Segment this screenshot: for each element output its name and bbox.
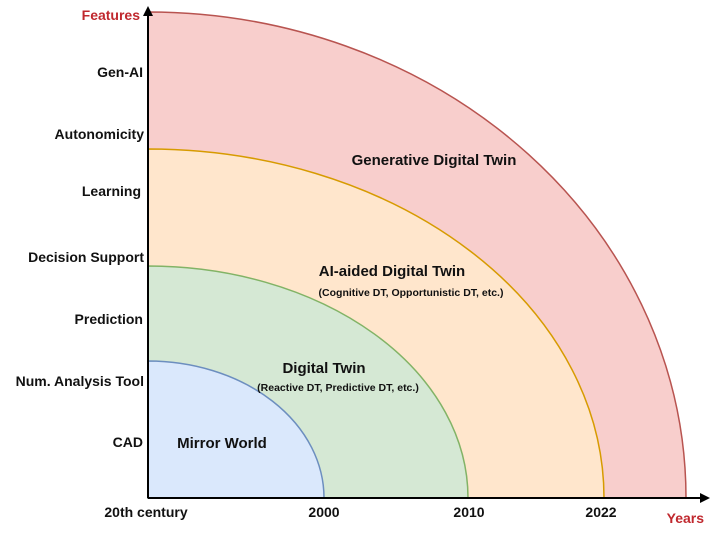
- x-tick-20th-century: 20th century: [104, 504, 187, 520]
- region-sublabel-ai-aided-dt: (Cognitive DT, Opportunistic DT, etc.): [319, 287, 504, 299]
- x-tick-2022: 2022: [585, 504, 616, 520]
- x-tick-2000: 2000: [308, 504, 339, 520]
- y-level-learning: Learning: [82, 183, 141, 199]
- region-label-generative-dt: Generative Digital Twin: [352, 152, 517, 169]
- y-level-gen-ai: Gen-AI: [97, 64, 143, 80]
- region-label-ai-aided-dt: AI-aided Digital Twin: [319, 263, 465, 280]
- y-axis-arrow-icon: [143, 6, 153, 16]
- y-level-prediction: Prediction: [75, 311, 143, 327]
- y-axis-title: Features: [82, 7, 141, 23]
- x-tick-2010: 2010: [453, 504, 484, 520]
- y-level-decision-support: Decision Support: [28, 249, 144, 265]
- y-level-autonomicity: Autonomicity: [55, 126, 145, 142]
- x-axis-arrow-icon: [700, 493, 710, 503]
- region-mirror-world: [147, 360, 325, 499]
- x-axis-title: Years: [667, 510, 705, 526]
- y-level-num-analysis-tool: Num. Analysis Tool: [16, 373, 144, 389]
- region-sublabel-digital-twin: (Reactive DT, Predictive DT, etc.): [257, 382, 419, 394]
- y-level-cad: CAD: [113, 434, 143, 450]
- region-label-digital-twin: Digital Twin: [282, 360, 365, 377]
- region-label-mirror-world: Mirror World: [177, 435, 267, 452]
